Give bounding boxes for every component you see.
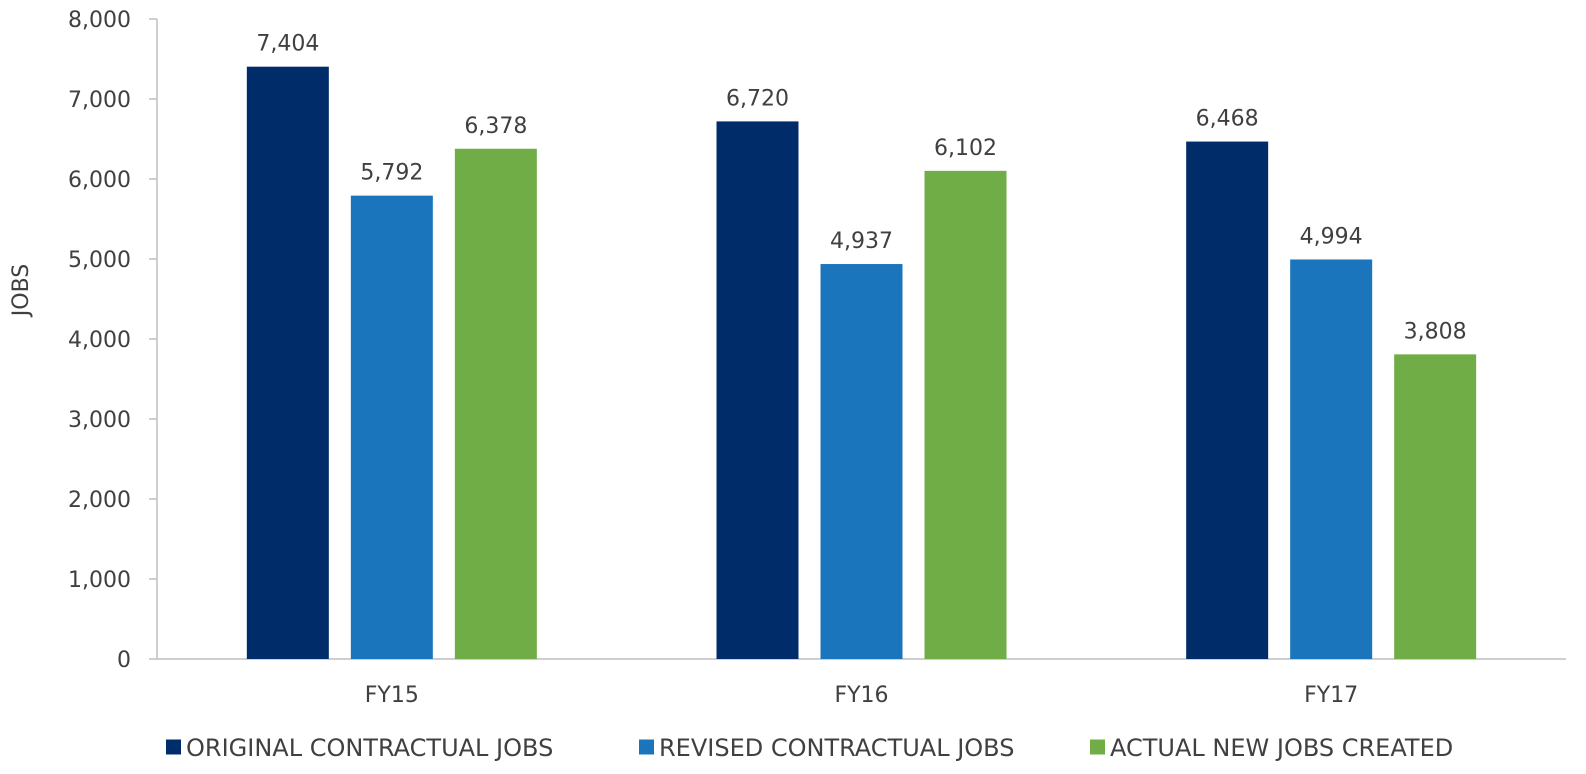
bar [350,195,433,659]
legend-swatch [1090,739,1105,755]
x-tick-label: FY17 [1304,683,1358,708]
bars [246,66,1477,660]
legend-swatch [639,739,654,755]
data-labels: 7,404 5,792 6,378 6,720 4,937 6,102 6,468 4,994… [256,32,1466,345]
bar [924,170,1007,659]
legend-label: ORIGINAL CONTRACTUAL JOBS [186,734,553,762]
data-label: 5,792 [360,161,423,186]
data-label: 6,378 [464,114,527,139]
data-label: 6,468 [1196,107,1259,132]
data-label: 6,720 [726,86,789,111]
y-axis-title: JOBS [9,264,34,318]
legend-item: REVISED CONTRACTUAL JOBS [639,734,1014,762]
legend-label: REVISED CONTRACTUAL JOBS [659,734,1014,762]
bar [454,148,537,659]
x-axis: FY15 FY16 FY17 [157,658,1566,708]
bar [1186,141,1269,659]
y-tick-label: 5,000 [68,248,131,273]
y-tick-label: 4,000 [68,328,131,353]
bar [246,66,329,660]
bar [1290,259,1373,659]
data-label: 7,404 [256,32,319,57]
y-tick-label: 3,000 [68,408,131,433]
x-tick-label: FY15 [365,683,419,708]
legend-item: ORIGINAL CONTRACTUAL JOBS [166,734,553,762]
y-tick-label: 2,000 [68,488,131,513]
y-tick-label: 6,000 [68,168,131,193]
data-label: 4,994 [1300,224,1363,249]
bar [1394,354,1477,659]
bar [716,121,799,659]
data-label: 4,937 [830,229,893,254]
y-axis: 0 1,000 2,000 3,000 4,000 5,000 6,000 7,000 8,00… [68,8,158,673]
legend-swatch [166,739,181,755]
legend-item: ACTUAL NEW JOBS CREATED [1090,734,1453,762]
y-tick-label: 8,000 [68,8,131,33]
data-label: 6,102 [934,136,997,161]
data-label: 3,808 [1404,319,1467,344]
y-tick-label: 7,000 [68,88,131,113]
legend-label: ACTUAL NEW JOBS CREATED [1110,734,1453,762]
legend: ORIGINAL CONTRACTUAL JOBS REVISED CONTRAC… [166,734,1453,762]
y-tick-label: 1,000 [68,568,131,593]
bar [820,264,903,659]
x-tick-label: FY16 [834,683,888,708]
y-tick-label: 0 [117,648,131,673]
